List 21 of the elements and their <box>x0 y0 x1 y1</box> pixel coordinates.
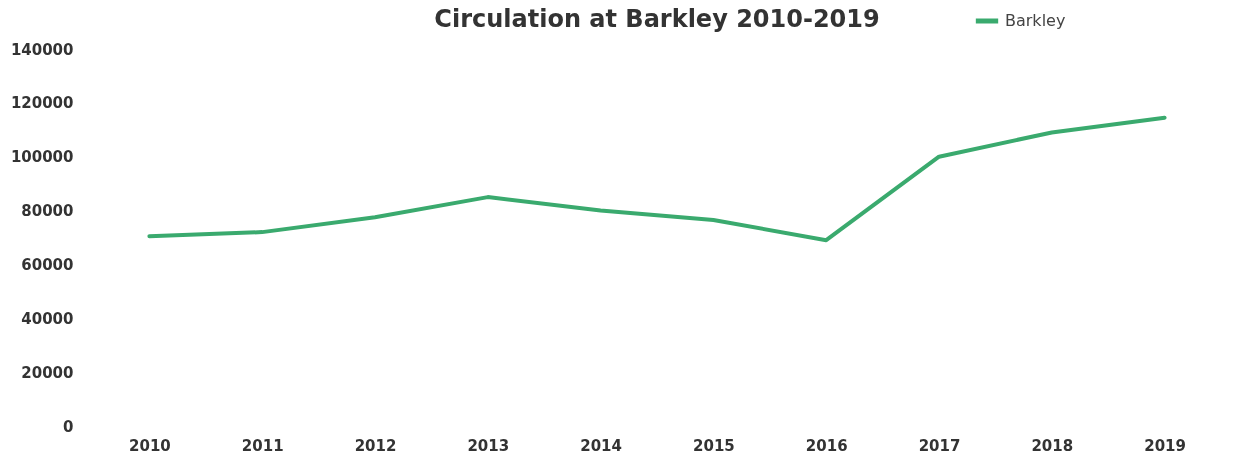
y-tick-label: 40000 <box>21 309 74 328</box>
y-tick-label: 120000 <box>10 94 74 113</box>
x-tick-label: 2012 <box>354 436 397 455</box>
y-tick-label: 60000 <box>21 255 74 274</box>
x-tick-label: 2016 <box>805 436 848 455</box>
x-tick-label: 2015 <box>693 436 735 455</box>
x-tick-label: 2017 <box>918 436 961 455</box>
x-tick-label: 2010 <box>129 436 171 455</box>
legend-label: Barkley <box>1005 11 1066 30</box>
x-tick-label: 2018 <box>1031 436 1074 455</box>
y-tick-label: 20000 <box>21 363 74 382</box>
y-tick-label: 100000 <box>10 148 74 167</box>
x-tick-label: 2011 <box>241 436 284 455</box>
line-series <box>147 115 1167 243</box>
chart-title: Circulation at Barkley 2010-2019 <box>434 5 880 33</box>
y-tick-label: 80000 <box>21 202 74 221</box>
x-tick-label: 2013 <box>467 436 510 455</box>
x-tick-label: 2019 <box>1144 436 1186 455</box>
x-tick-label: 2014 <box>580 436 622 455</box>
y-tick-label: 0 <box>63 417 74 436</box>
y-tick-label: 140000 <box>10 40 74 59</box>
